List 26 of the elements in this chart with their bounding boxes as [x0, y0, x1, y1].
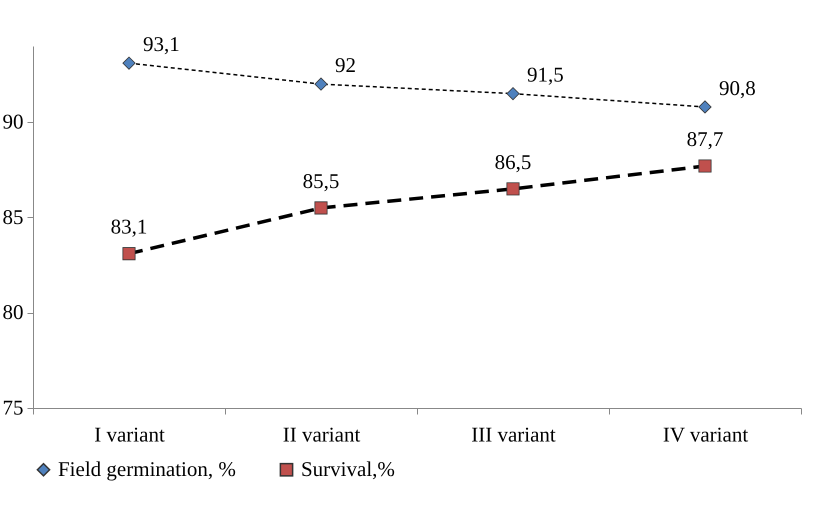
legend-label: Field germination, %	[58, 456, 236, 481]
point	[506, 182, 520, 196]
data-label: 85,5	[302, 168, 340, 193]
data-label: 90,8	[719, 76, 756, 100]
x-tick-label: I variant	[94, 422, 165, 446]
point	[314, 201, 328, 214]
point	[506, 87, 520, 100]
y-tick-label: 90	[2, 110, 24, 134]
point	[122, 56, 136, 70]
data-label: 86,5	[494, 150, 532, 174]
x-tick-label: III variant	[471, 422, 556, 446]
point	[314, 78, 328, 91]
x-tick-label: II variant	[282, 422, 360, 446]
y-tick-label: 80	[2, 300, 24, 324]
data-label: 87,7	[686, 127, 724, 152]
data-label: 91,5	[527, 62, 564, 87]
data-label: 93,1	[143, 32, 180, 56]
point	[122, 247, 136, 260]
point	[698, 100, 712, 114]
x-tick-label: IV variant	[662, 422, 748, 446]
legend-label: Survival,%	[301, 456, 395, 481]
y-tick-label: 85	[2, 204, 24, 229]
y-tick-label: 75	[2, 396, 24, 420]
data-label: 83,1	[110, 214, 148, 239]
data-label: 92	[335, 53, 356, 78]
point	[698, 160, 712, 173]
